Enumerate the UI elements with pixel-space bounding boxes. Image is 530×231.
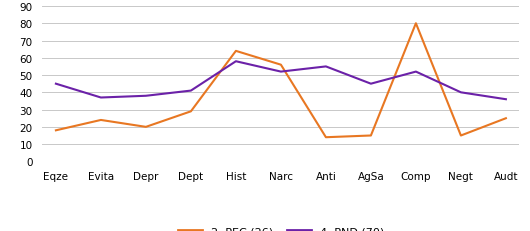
Legend: 2: PEC (26), 4: PND (70): 2: PEC (26), 4: PND (70) bbox=[178, 226, 384, 231]
